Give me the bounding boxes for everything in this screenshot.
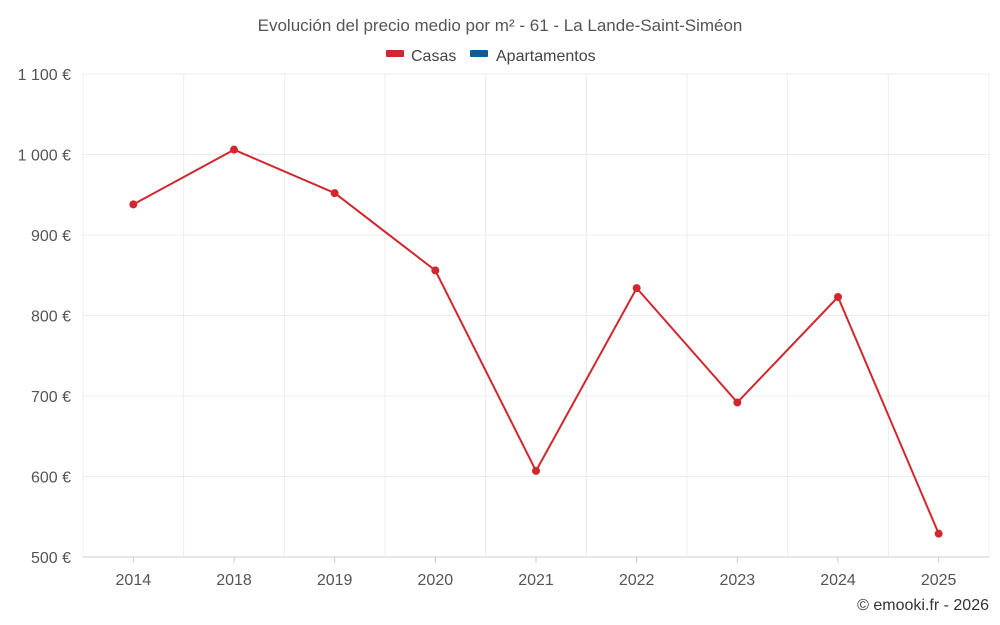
x-tick-label: 2019	[317, 572, 353, 589]
y-tick-label: 1 100 €	[18, 67, 71, 84]
data-point-casas	[632, 284, 641, 293]
data-point-casas	[330, 189, 339, 198]
legend-label-apartamentos: Apartamentos	[496, 48, 596, 65]
legend-swatch-apartamentos	[470, 50, 488, 57]
y-tick-label: 900 €	[31, 228, 71, 245]
y-tick-label: 700 €	[31, 389, 71, 406]
data-point-casas	[834, 292, 842, 301]
chart-title: Evolución del precio medio por m² - 61 -…	[258, 16, 743, 35]
data-point-casas	[230, 145, 238, 154]
legend-item-casas[interactable]: Casas	[386, 48, 456, 65]
y-tick-label: 800 €	[31, 309, 71, 326]
data-point-casas	[431, 266, 440, 275]
y-tick-label: 600 €	[31, 470, 71, 487]
legend-label-casas: Casas	[411, 48, 456, 65]
x-tick-label: 2018	[216, 572, 252, 589]
y-tick-label: 500 €	[31, 550, 71, 567]
data-point-casas	[934, 529, 943, 538]
y-tick-label: 1 000 €	[18, 148, 71, 165]
credit-text: © emooki.fr - 2026	[857, 597, 989, 614]
series-layer	[129, 145, 943, 538]
data-point-casas	[733, 398, 742, 407]
legend: Casas Apartamentos	[386, 48, 596, 65]
x-axis: 2014 2018 2019 2020 2021 2022 2023 2024 2025	[116, 557, 957, 589]
legend-swatch-casas	[386, 50, 404, 57]
x-tick-label: 2022	[619, 572, 655, 589]
x-tick-label: 2021	[518, 572, 554, 589]
data-point-casas	[532, 466, 540, 475]
x-tick-label: 2014	[116, 572, 152, 589]
x-tick-label: 2025	[921, 572, 957, 589]
data-point-casas	[129, 200, 138, 209]
x-tick-label: 2020	[418, 572, 454, 589]
x-tick-label: 2023	[720, 572, 756, 589]
legend-item-apartamentos[interactable]: Apartamentos	[470, 48, 596, 65]
x-tick-label: 2024	[820, 572, 856, 589]
y-axis: 500 € 600 € 700 € 800 € 900 € 1 000 € 1 100 €	[18, 67, 71, 567]
grid	[82, 73, 990, 558]
